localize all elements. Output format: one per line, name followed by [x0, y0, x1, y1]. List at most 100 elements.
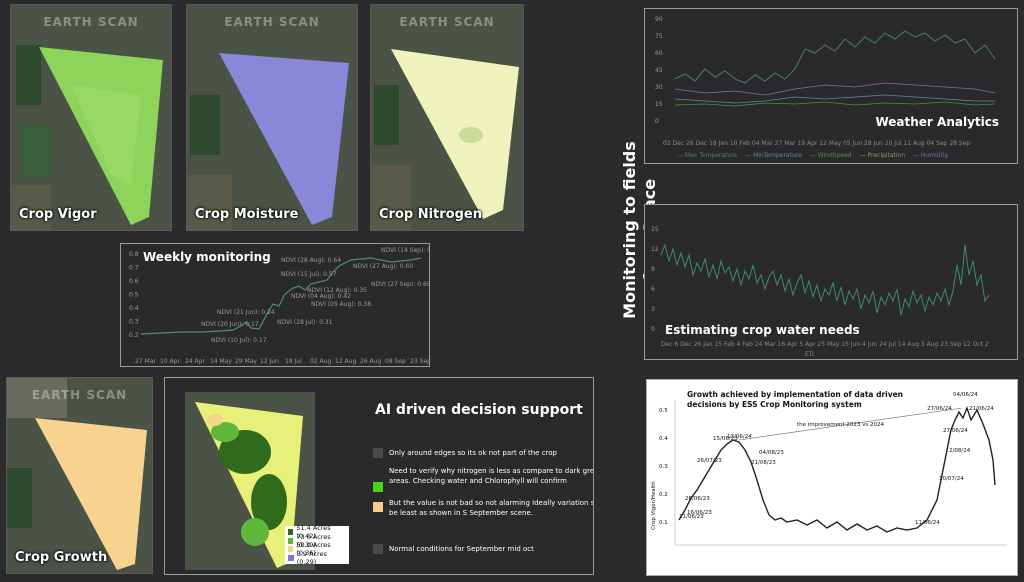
water-y-tick: 0 [651, 326, 655, 333]
weekly-ndvi-annotation: NDVI (27 Aug): 0.60 [353, 263, 413, 270]
area-legend-swatch [288, 529, 294, 536]
growth-title-line1: Growth achieved by implementation of dat… [687, 390, 904, 399]
crop-vigor-tile[interactable]: EARTH SCAN Crop Vigor [10, 4, 172, 231]
area-legend-label: 3.9 Acres (0.29) [296, 549, 327, 566]
growth-ylabel: Crop Vigor/Health [651, 481, 657, 530]
watermark: EARTH SCAN [224, 15, 320, 29]
weekly-ndvi-plot: 0.8 0.7 0.6 0.5 0.4 0.3 0.2 27 Mar 10 Apr 24 Apr 1… [129, 247, 430, 365]
weather-y-tick: 60 [655, 50, 663, 57]
weather-legend: — Max Temperature — MinTemperature — WindS… [677, 152, 956, 159]
weekly-x-tick: 10 Apr [160, 358, 180, 365]
ai-note-edges: Only around edges so its ok not part of … [389, 449, 557, 457]
growth-y-tick: 0.1 [659, 520, 668, 526]
weekly-y-tick: 0.4 [129, 305, 139, 312]
growth-date-annotation: 2/08/24 [949, 448, 971, 454]
weather-y-tick: 45 [655, 67, 663, 74]
watermark: EARTH SCAN [399, 15, 495, 29]
growth-y-tick: 0.3 [659, 464, 668, 470]
weekly-y-tick: 0.5 [129, 292, 139, 299]
weekly-x-tick: 24 Apr [185, 358, 205, 365]
weekly-y-tick: 0.3 [129, 319, 139, 326]
water-y-tick: 9 [651, 266, 655, 273]
swatch-variation [373, 502, 383, 512]
improvement-label: the improvement 2023 vs 2024 [797, 422, 885, 428]
water-y-tick: 15 [651, 226, 659, 233]
weekly-x-tick: 29 May [235, 358, 257, 365]
growth-date-annotation: 21/08/23 [751, 460, 776, 466]
crop-nitrogen-tile[interactable]: EARTH SCAN Crop Nitrogen [370, 4, 524, 231]
weather-analytics-chart: 90 75 60 45 30 15 0 Weather Analytics 02 Dec 2… [644, 8, 1018, 164]
weekly-ndvi-annotation: NDVI (21 Jun): 0.24 [217, 309, 275, 316]
ai-decision-support-panel: 51.4 Acres (0.42) 73 0 Acres (0.39) 50.0 A… [164, 377, 594, 575]
crop-nitrogen-label: Crop Nitrogen [379, 207, 482, 222]
weekly-y-tick: 0.6 [129, 278, 139, 285]
crop-growth-label: Crop Growth [15, 550, 108, 565]
growth-date-annotation: 21/06/24 [969, 406, 994, 412]
growth-date-annotation: 16/06/23 [687, 510, 712, 516]
area-legend-swatch [288, 546, 294, 553]
area-legend-item: 51.4 Acres (0.42) [288, 524, 346, 540]
weekly-x-tick: 08 Sep [385, 358, 406, 365]
weekly-x-tick: 26 Aug [360, 358, 381, 365]
weather-y-tick: 90 [655, 16, 663, 23]
area-legend-item: 3.9 Acres (0.29) [288, 550, 346, 566]
weekly-x-tick: 12 Aug [335, 358, 356, 365]
weather-y-tick: 30 [655, 84, 663, 91]
weekly-monitoring-chart: Weekly monitoring 0.8 0.7 0.6 0.5 0.4 0.3 0.2 2… [120, 243, 430, 367]
swatch-normal [373, 544, 383, 554]
weekly-x-tick: 14 May [210, 358, 232, 365]
growth-date-annotation: 26/07/23 [697, 458, 722, 464]
swatch-nitrogen [373, 482, 383, 492]
growth-date-annotation: 10/07/24 [939, 476, 964, 482]
weekly-x-tick: 02 Aug [310, 358, 331, 365]
crop-moisture-label: Crop Moisture [195, 207, 299, 222]
growth-chart: Growth achieved by implementation of dat… [646, 379, 1018, 576]
weather-y-tick: 15 [655, 101, 663, 108]
water-y-tick: 6 [651, 286, 655, 293]
watermark: EARTH SCAN [31, 388, 128, 402]
weekly-ndvi-annotation: NDVI (05 Aug): 0.38 [311, 301, 371, 308]
area-legend-item: 50.0 Acres (0.36) [288, 541, 346, 557]
area-legend: 51.4 Acres (0.42) 73 0 Acres (0.39) 50.0 A… [285, 524, 349, 566]
etc-plot: 15 12 9 6 3 0 [651, 226, 990, 333]
water-needs-chart: 15 12 9 6 3 0 Estimating crop water needs Dec… [644, 204, 1018, 360]
ai-note-nitrogen: Need to verify why nitrogen is less as c… [389, 467, 594, 485]
growth-date-annotation: 11/06/24 [915, 520, 940, 526]
ai-note-normal: Normal conditions for September mid oct [389, 545, 534, 553]
weather-legend-item[interactable]: — MinTemperature [745, 152, 802, 159]
ai-note-variation: But the value is not bad so not alarming… [389, 499, 594, 517]
crop-growth-tile[interactable]: EARTH SCAN Crop Growth [6, 377, 153, 574]
weekly-x-tick: 27 Mar [135, 358, 156, 365]
crop-moisture-tile[interactable]: EARTH SCAN Crop Moisture [186, 4, 358, 231]
weather-plot: 90 75 60 45 30 15 0 [655, 16, 996, 125]
weather-legend-item[interactable]: — Max Temperature [677, 152, 738, 159]
weekly-x-tick: 18 Jul [285, 358, 302, 365]
weekly-y-tick: 0.2 [129, 332, 139, 339]
growth-date-annotation: 27/06/24 [927, 406, 952, 412]
water-legend: ETc [805, 351, 815, 358]
area-legend-label: 50.0 Acres (0.36) [296, 541, 331, 558]
growth-date-annotation: 13/06/24 [727, 434, 752, 440]
area-legend-swatch [288, 537, 294, 544]
weather-legend-item[interactable]: — Humidity [913, 152, 949, 159]
weather-legend-item[interactable]: — WindSpeed [809, 152, 852, 159]
area-legend-swatch [288, 554, 294, 561]
weekly-ndvi-annotation: NDVI (28 Jul): 0.31 [277, 319, 333, 326]
weekly-y-tick: 0.7 [129, 265, 139, 272]
swatch-edges [373, 448, 383, 458]
growth-y-tick: 0.4 [659, 436, 668, 442]
weekly-ndvi-annotation: NDVI (12 Aug): 0.35 [307, 287, 367, 294]
weekly-x-tick: 23 Sep [410, 358, 430, 365]
water-y-tick: 12 [651, 246, 659, 253]
ai-title: AI driven decision support [375, 402, 583, 418]
weekly-x-tick: 12 Jun [260, 358, 279, 365]
weather-legend-item[interactable]: — Precipitation [859, 152, 906, 159]
crop-vigor-map [11, 5, 171, 230]
growth-y-tick: 0.2 [659, 492, 668, 498]
growth-date-annotation: 04/08/23 [759, 450, 784, 456]
area-legend-item: 73 0 Acres (0.39) [288, 533, 346, 549]
crop-moisture-map [187, 5, 357, 230]
area-legend-label: 51.4 Acres (0.42) [296, 524, 331, 541]
weekly-ndvi-annotation: NDVI (20 Jun): 0.17 [201, 321, 259, 328]
